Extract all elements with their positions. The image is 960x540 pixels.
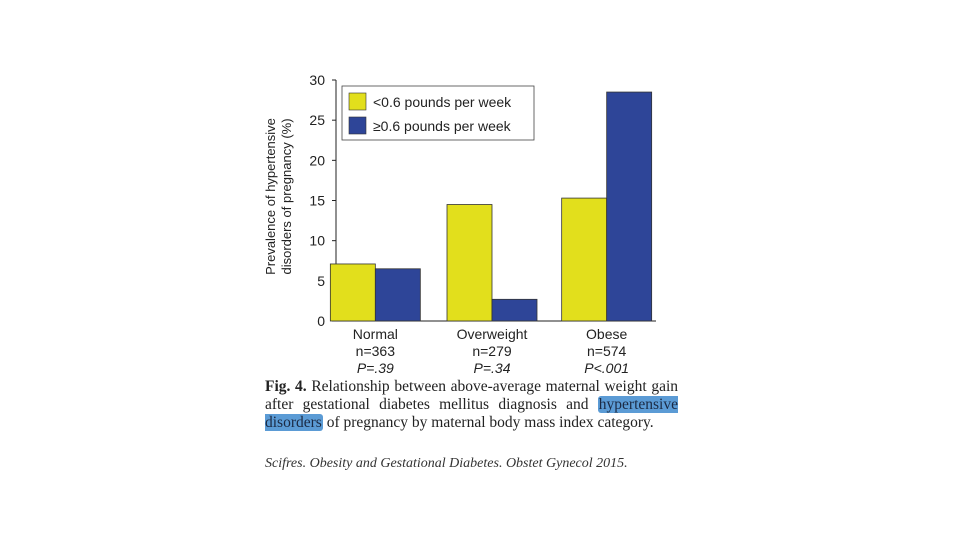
y-axis-label-line: disorders of pregnancy (%) bbox=[279, 118, 294, 274]
legend-swatch bbox=[348, 92, 367, 111]
bar bbox=[561, 197, 608, 322]
x-sublabel-p: P=.34 bbox=[474, 360, 511, 376]
y-tick-label: 20 bbox=[309, 152, 325, 168]
bar bbox=[491, 298, 538, 322]
x-sublabel-n: n=279 bbox=[472, 343, 512, 359]
x-sublabel-p: P=.39 bbox=[357, 360, 394, 376]
y-tick-label: 30 bbox=[309, 72, 325, 88]
bar-chart: Prevalence of hypertensive disorders of p… bbox=[263, 72, 656, 376]
y-tick-label: 10 bbox=[309, 233, 325, 249]
y-tick-label: 25 bbox=[309, 112, 325, 128]
y-tick-label: 15 bbox=[309, 193, 325, 209]
legend-label: <0.6 pounds per week bbox=[373, 94, 512, 110]
caption-text-start: Relationship between above-average mater… bbox=[265, 378, 679, 413]
y-axis-label-line: Prevalence of hypertensive bbox=[263, 118, 278, 275]
caption-text: Fig. 4. Relationship between above-avera… bbox=[265, 378, 678, 432]
citation: Scifres. Obesity and Gestational Diabete… bbox=[265, 456, 628, 471]
x-tick-label: Normal bbox=[353, 326, 398, 342]
x-tick-label: Overweight bbox=[457, 326, 528, 342]
bar bbox=[374, 268, 421, 322]
figure-label: Fig. 4. bbox=[265, 378, 307, 395]
y-axis-label: Prevalence of hypertensive disorders of p… bbox=[263, 118, 294, 275]
bar bbox=[606, 91, 653, 322]
bar bbox=[329, 263, 376, 322]
x-sublabel-n: n=363 bbox=[356, 343, 396, 359]
bar bbox=[446, 204, 493, 322]
bars bbox=[329, 91, 653, 322]
caption-text-end: of pregnancy by maternal body mass index… bbox=[322, 414, 654, 431]
x-sublabel-p: P<.001 bbox=[584, 360, 629, 376]
y-tick-label: 0 bbox=[317, 313, 325, 329]
legend-swatch bbox=[348, 116, 367, 135]
legend-label: ≥0.6 pounds per week bbox=[373, 118, 512, 134]
legend-box bbox=[341, 85, 535, 141]
x-tick-label: Obese bbox=[586, 326, 627, 342]
x-sublabel-n: n=574 bbox=[587, 343, 627, 359]
legend: <0.6 pounds per week ≥0.6 pounds per week bbox=[341, 85, 535, 141]
figure-caption: Fig. 4. Relationship between above-avera… bbox=[265, 378, 678, 432]
y-tick-label: 5 bbox=[317, 273, 325, 289]
